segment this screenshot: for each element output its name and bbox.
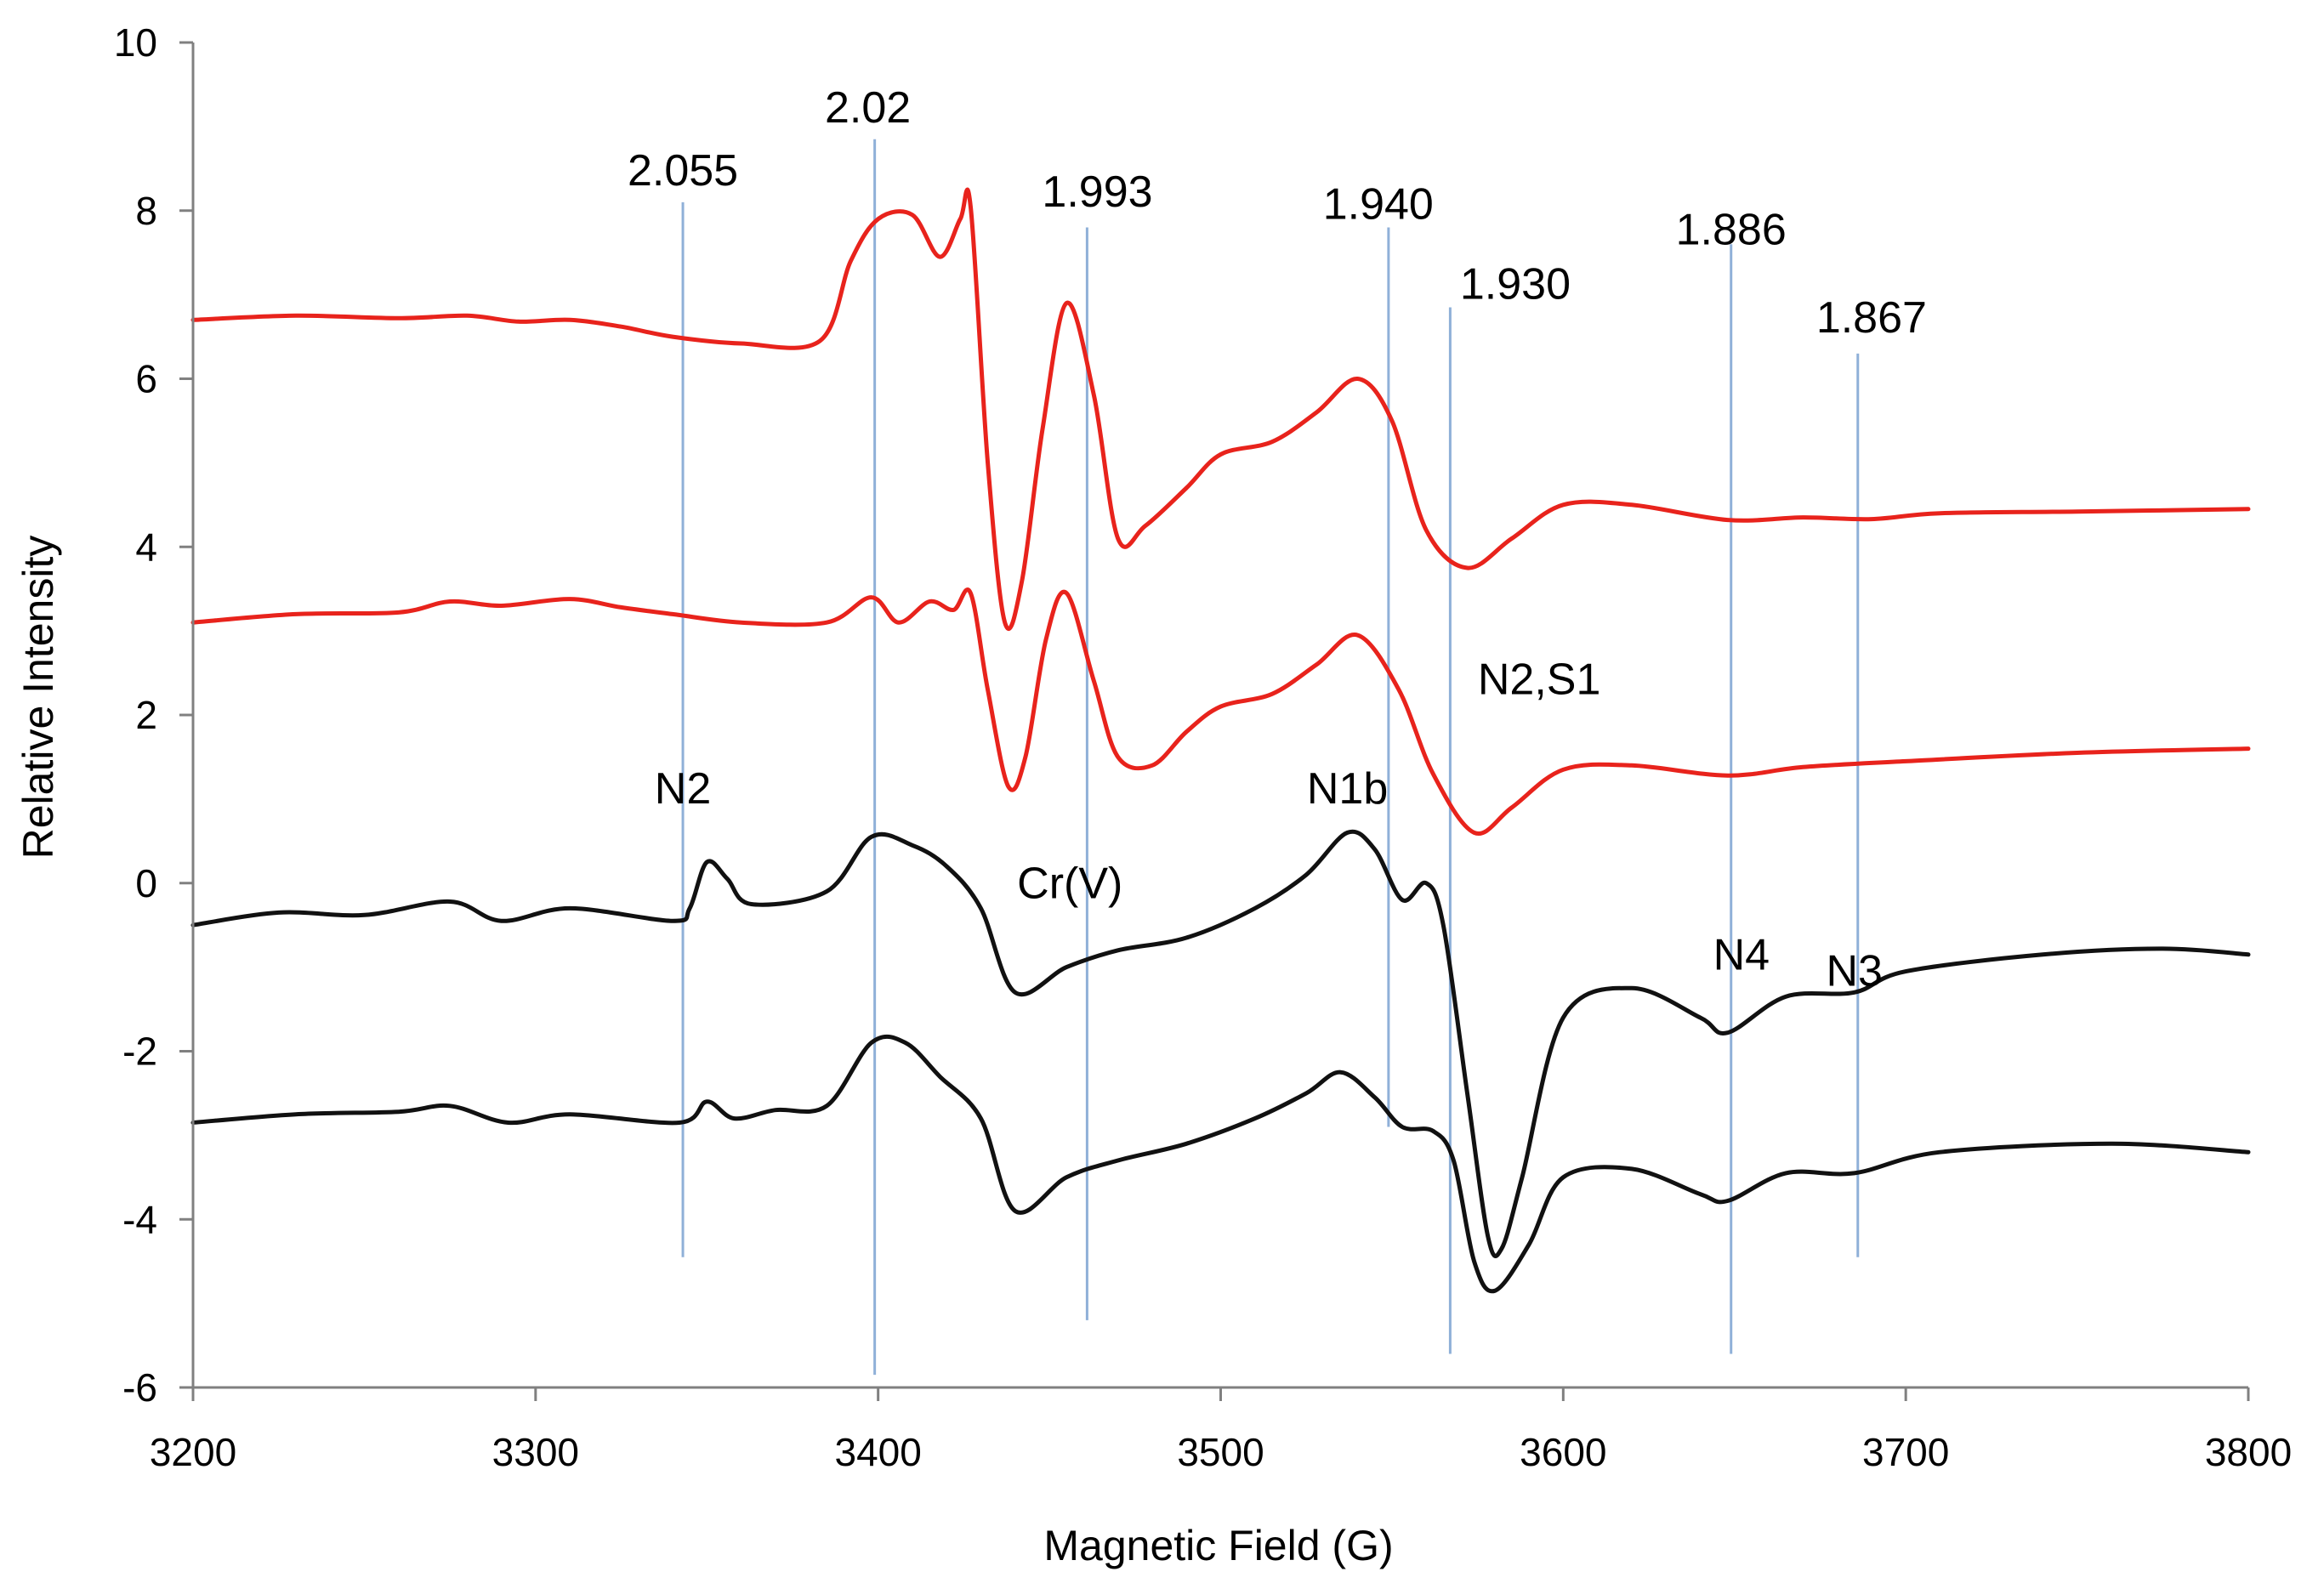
g-value-label: 1.886	[1676, 205, 1787, 254]
annotation-layer: N2 Cr(V) N1b N2,S1 N4 N3	[655, 655, 1883, 996]
x-tick-label: 3600	[1520, 1430, 1606, 1474]
peak-annotation: Cr(V)	[1017, 860, 1122, 909]
y-tick-label: -4	[122, 1197, 157, 1241]
y-tick-label: 10	[114, 20, 157, 65]
spectrum-line-black-lower	[190, 1034, 2251, 1294]
y-tick-label: -2	[122, 1030, 157, 1074]
peak-annotation: N4	[1713, 931, 1770, 980]
x-tick-label: 3300	[492, 1430, 579, 1474]
spectrum-line-black-upper	[190, 829, 2251, 1258]
x-tick-label: 3500	[1177, 1430, 1264, 1474]
peak-annotation: N2	[655, 764, 711, 814]
g-value-label: 1.940	[1323, 180, 1434, 230]
y-tick-label: 6	[135, 357, 157, 401]
g-value-marker-layer: 2.055 2.02 1.993 1.940 1.930 1.886 1.867	[628, 83, 1927, 1376]
peak-annotation: N1b	[1307, 764, 1388, 814]
spectrum-line-red-lower	[190, 587, 2251, 836]
g-value-label: 1.993	[1042, 167, 1152, 217]
x-tick-label: 3400	[834, 1430, 921, 1474]
spectrum-series-layer	[190, 187, 2251, 1294]
g-value-label: 2.02	[825, 83, 911, 133]
y-tick-label: -6	[122, 1365, 157, 1410]
y-tick-label: 8	[135, 189, 157, 233]
y-tick-label: 4	[135, 525, 157, 569]
y-tick-label: 2	[135, 693, 157, 737]
y-tick-label: 0	[135, 861, 157, 905]
peak-annotation: N2,S1	[1478, 655, 1601, 704]
x-axis-title: Magnetic Field (G)	[1043, 1522, 1393, 1569]
x-tick-label: 3800	[2205, 1430, 2292, 1474]
g-value-label: 2.055	[628, 146, 738, 196]
peak-annotation: N3	[1826, 946, 1882, 996]
g-value-label: 1.930	[1460, 260, 1571, 309]
spectrum-line-red-upper	[190, 187, 2251, 632]
g-value-label: 1.867	[1816, 293, 1927, 343]
axes: -6 -4 -2 0 2 4 6 8 10 3200 3300 3400 3500 3600 3700 380…	[114, 20, 2292, 1474]
x-tick-label: 3700	[1862, 1430, 1949, 1474]
x-tick-label: 3200	[150, 1430, 236, 1474]
y-axis-title: Relative Intensity	[14, 536, 62, 860]
